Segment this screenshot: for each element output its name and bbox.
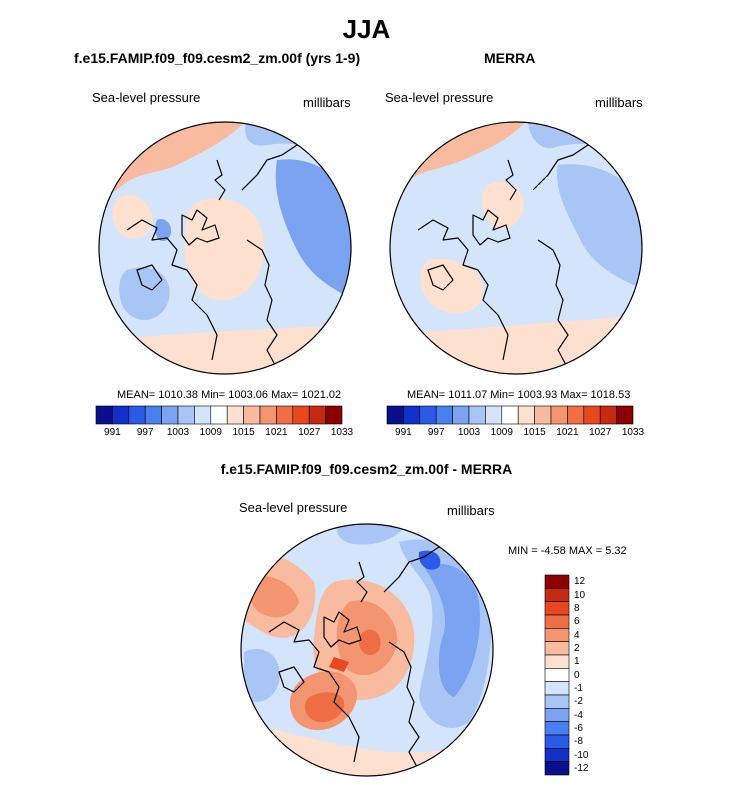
colorbar-swatch (616, 405, 634, 425)
colorbar-tick-label: 1033 (330, 427, 354, 438)
panel3-units-label: millibars (447, 503, 495, 518)
colorbar-swatch (544, 588, 570, 602)
colorbar-swatch (226, 405, 244, 425)
colorbar-swatch (534, 405, 552, 425)
panel1-polar-map (98, 121, 352, 375)
colorbar-swatch (599, 405, 617, 425)
panel1-colorbar (95, 405, 343, 425)
colorbar-swatch (544, 601, 570, 616)
colorbar-swatch (452, 405, 470, 425)
colorbar-swatch (544, 761, 570, 776)
colorbar-swatch (194, 405, 212, 425)
colorbar-swatch (210, 405, 228, 425)
colorbar-swatch (161, 405, 179, 425)
figure-title: JJA (342, 14, 391, 44)
colorbar-tick-label: -8 (574, 736, 583, 748)
colorbar-tick-label: -1 (574, 683, 583, 694)
colorbar-swatch (276, 405, 294, 425)
colorbar-tick-label: 1027 (298, 427, 321, 438)
colorbar-tick-label: -4 (574, 709, 583, 721)
colorbar-tick-label: 6 (574, 616, 580, 628)
colorbar-swatch (517, 405, 535, 425)
colorbar-tick-label: 991 (395, 427, 412, 438)
colorbar-tick-label: 0 (574, 669, 580, 681)
panel2-colorbar (386, 405, 634, 425)
panel3-stats: MIN = -4.58 MAX = 5.32 (508, 545, 627, 557)
colorbar-swatch (544, 614, 570, 629)
colorbar-swatch (544, 708, 570, 722)
colorbar-swatch (550, 405, 568, 425)
panel1-title: f.e15.FAMIP.f09_f09.cesm2_zm.00f (yrs 1-… (74, 50, 361, 66)
colorbar-tick-label: 8 (574, 603, 580, 614)
colorbar-tick-label: 1015 (232, 427, 255, 438)
colorbar-tick-label: -10 (574, 749, 589, 761)
colorbar-swatch (501, 405, 519, 425)
colorbar-tick-label: 1027 (589, 427, 612, 438)
colorbar-swatch (544, 694, 570, 709)
colorbar-swatch (325, 405, 343, 425)
colorbar-swatch (485, 405, 503, 425)
panel3-polar-map (240, 523, 494, 777)
colorbar-swatch (243, 405, 261, 425)
colorbar-tick-label: 12 (574, 576, 586, 588)
panel3-vertical-colorbar (544, 574, 570, 776)
colorbar-swatch (177, 405, 195, 425)
colorbar-swatch (544, 668, 570, 682)
colorbar-swatch (292, 405, 310, 425)
colorbar-swatch (386, 405, 404, 425)
colorbar-tick-label: -12 (574, 763, 589, 774)
colorbar-tick-label: 1021 (265, 427, 288, 438)
colorbar-tick-label: 1015 (523, 427, 546, 438)
panel2-polar-map (389, 121, 643, 375)
colorbar-tick-label: -6 (574, 723, 583, 734)
colorbar-swatch (95, 405, 113, 425)
colorbar-tick-label: 4 (574, 629, 580, 641)
colorbar-tick-label: 1033 (621, 427, 645, 438)
colorbar-tick-label: 997 (136, 427, 154, 438)
colorbar-swatch (308, 405, 326, 425)
colorbar-tick-label: 2 (574, 643, 580, 654)
panel3-variable-label: Sea-level pressure (239, 500, 348, 515)
colorbar-swatch (544, 721, 570, 736)
colorbar-swatch (583, 405, 601, 425)
colorbar-tick-label: 10 (574, 589, 586, 601)
colorbar-tick-label: 1021 (556, 427, 579, 438)
colorbar-swatch (567, 405, 585, 425)
colorbar-tick-label: 991 (104, 427, 121, 438)
colorbar-swatch (544, 734, 570, 749)
colorbar-swatch (544, 628, 570, 642)
colorbar-swatch (403, 405, 421, 425)
colorbar-swatch (544, 681, 570, 696)
colorbar-swatch (544, 748, 570, 762)
colorbar-tick-label: 997 (427, 427, 445, 438)
colorbar-swatch (419, 405, 437, 425)
panel1-stats: MEAN= 1010.38 Min= 1003.06 Max= 1021.02 (117, 389, 342, 401)
colorbar-swatch (144, 405, 162, 425)
colorbar-tick-label: 1009 (199, 427, 222, 438)
panel2-variable-label: Sea-level pressure (385, 90, 494, 105)
colorbar-tick-label: 1003 (457, 427, 481, 438)
colorbar-swatch (544, 654, 570, 669)
colorbar-tick-label: -2 (574, 696, 583, 708)
colorbar-swatch (259, 405, 277, 425)
colorbar-swatch (544, 574, 570, 589)
colorbar-swatch (544, 641, 570, 656)
panel1-units-label: millibars (303, 95, 351, 110)
colorbar-tick-label: 1003 (166, 427, 190, 438)
colorbar-swatch (435, 405, 453, 425)
panel2-stats: MEAN= 1011.07 Min= 1003.93 Max= 1018.53 (407, 389, 631, 401)
panel3-title: f.e15.FAMIP.f09_f09.cesm2_zm.00f - MERRA (220, 461, 513, 477)
colorbar-swatch (128, 405, 146, 425)
colorbar-swatch (112, 405, 130, 425)
panel2-title: MERRA (484, 50, 536, 66)
colorbar-swatch (468, 405, 486, 425)
panel1-variable-label: Sea-level pressure (92, 90, 201, 105)
colorbar-tick-label: 1009 (490, 427, 513, 438)
colorbar-tick-label: 1 (574, 656, 580, 668)
panel2-units-label: millibars (595, 95, 643, 110)
